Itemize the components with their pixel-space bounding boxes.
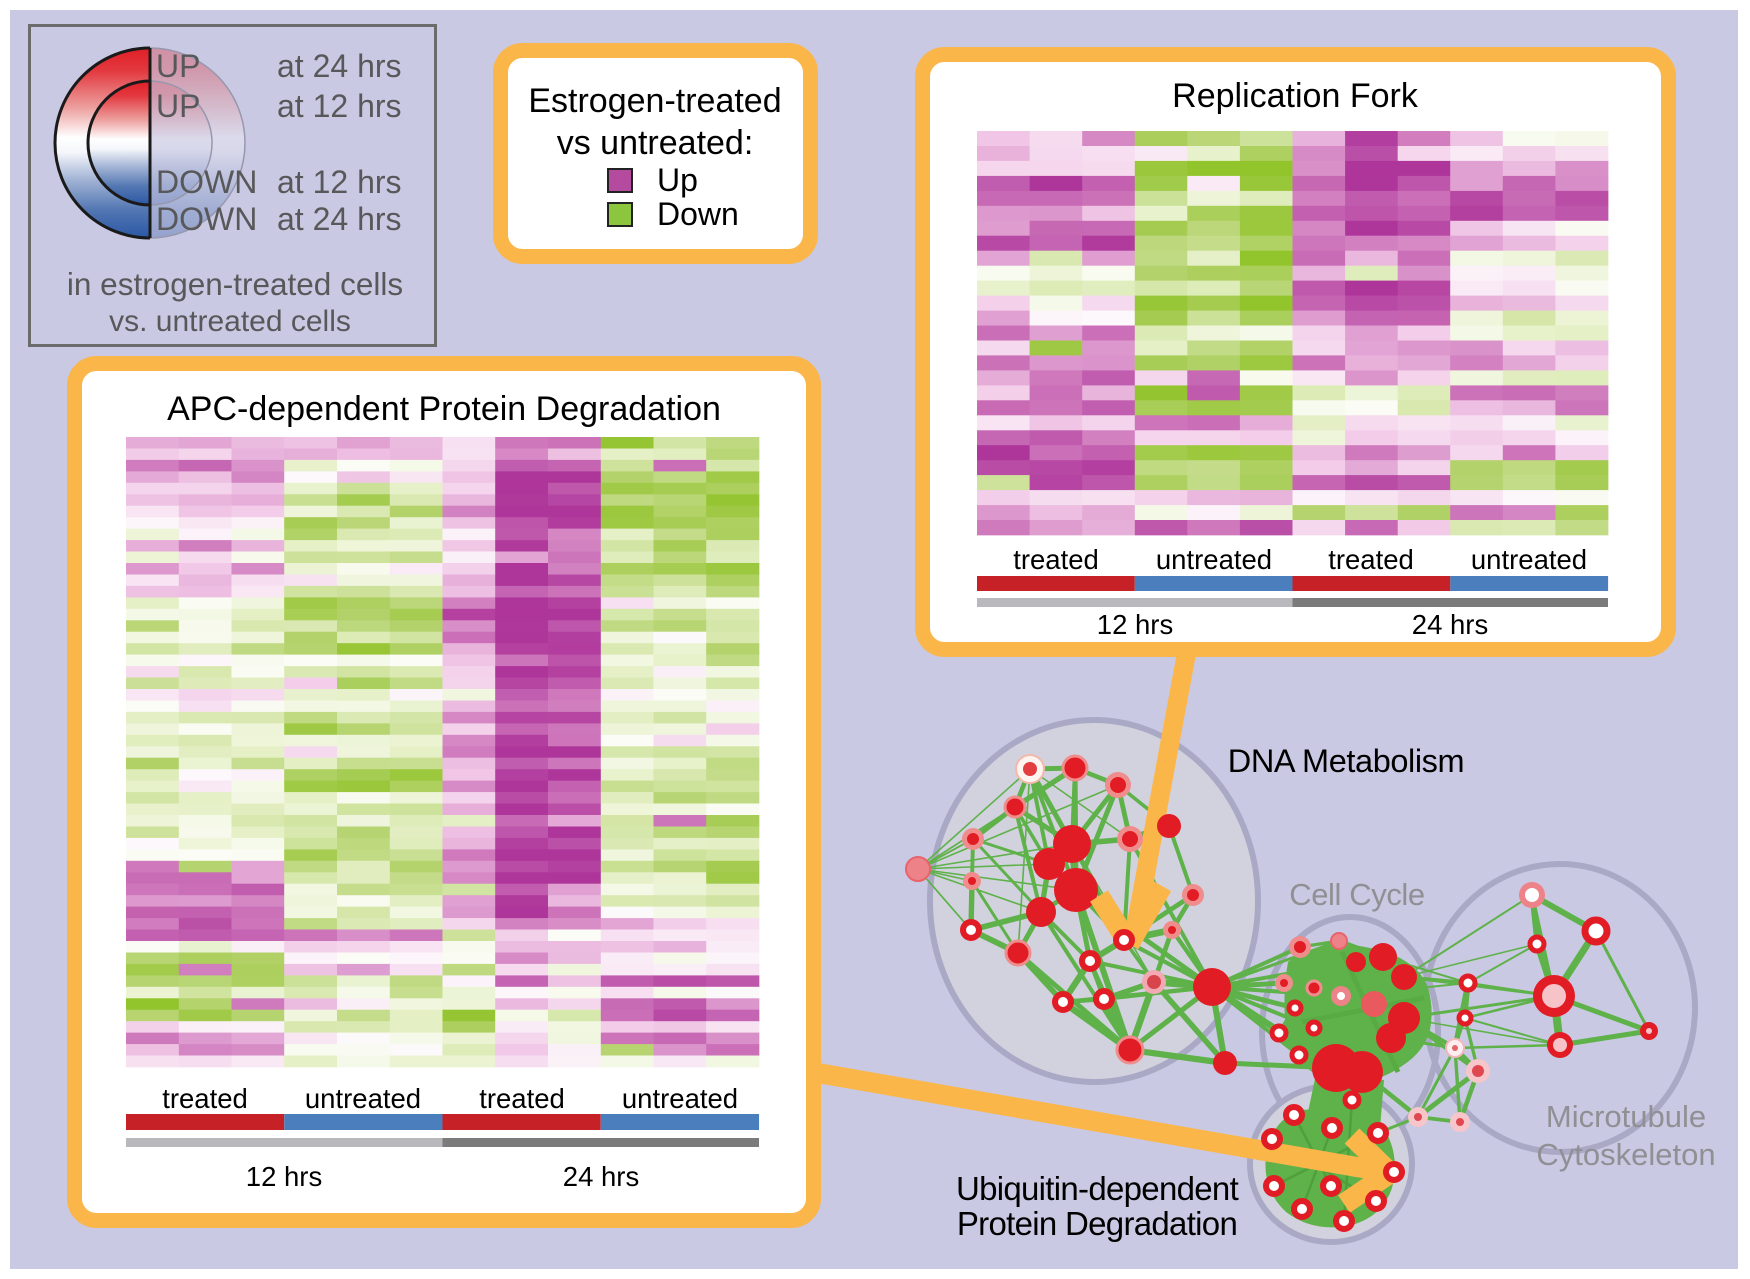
svg-text:24 hrs: 24 hrs xyxy=(563,1161,639,1192)
svg-text:APC-dependent Protein Degradat: APC-dependent Protein Degradation xyxy=(167,390,721,428)
svg-text:DNA Metabolism: DNA Metabolism xyxy=(1228,743,1464,779)
svg-text:Microtubule: Microtubule xyxy=(1546,1099,1706,1134)
svg-text:UP: UP xyxy=(156,48,200,84)
svg-text:12 hrs: 12 hrs xyxy=(246,1161,322,1192)
svg-text:Cytoskeleton: Cytoskeleton xyxy=(1536,1137,1715,1172)
svg-text:DOWN: DOWN xyxy=(156,201,257,237)
svg-text:Replication Fork: Replication Fork xyxy=(1172,77,1419,115)
svg-text:treated: treated xyxy=(479,1083,565,1114)
svg-text:at 24 hrs: at 24 hrs xyxy=(277,48,402,84)
svg-text:Estrogen-treated: Estrogen-treated xyxy=(528,82,781,120)
svg-text:DOWN: DOWN xyxy=(156,164,257,200)
svg-text:vs. untreated cells: vs. untreated cells xyxy=(109,305,351,338)
svg-text:untreated: untreated xyxy=(1471,544,1587,575)
svg-text:untreated: untreated xyxy=(622,1083,738,1114)
svg-text:Down: Down xyxy=(657,196,739,232)
svg-text:Ubiquitin-dependent: Ubiquitin-dependent xyxy=(956,1170,1239,1207)
svg-text:in estrogen-treated cells: in estrogen-treated cells xyxy=(67,266,403,302)
svg-text:treated: treated xyxy=(1013,544,1099,575)
svg-text:Cell Cycle: Cell Cycle xyxy=(1289,877,1425,912)
svg-text:at 24 hrs: at 24 hrs xyxy=(277,201,402,237)
svg-text:Up: Up xyxy=(657,162,698,198)
svg-text:at 12 hrs: at 12 hrs xyxy=(277,88,402,124)
svg-text:untreated: untreated xyxy=(305,1083,421,1114)
svg-text:at 12 hrs: at 12 hrs xyxy=(277,164,402,200)
svg-text:untreated: untreated xyxy=(1156,544,1272,575)
svg-text:treated: treated xyxy=(162,1083,248,1114)
svg-text:24 hrs: 24 hrs xyxy=(1412,609,1488,640)
svg-text:Protein Degradation: Protein Degradation xyxy=(957,1205,1237,1242)
svg-text:vs untreated:: vs untreated: xyxy=(557,124,754,162)
svg-text:UP: UP xyxy=(156,88,200,124)
svg-text:treated: treated xyxy=(1328,544,1414,575)
svg-text:12 hrs: 12 hrs xyxy=(1097,609,1173,640)
